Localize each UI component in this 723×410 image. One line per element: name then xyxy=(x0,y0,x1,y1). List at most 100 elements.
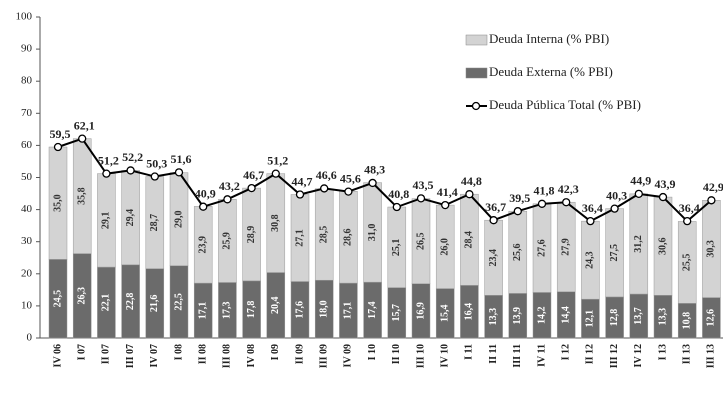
y-tick-label: 90 xyxy=(21,43,33,55)
x-tick-label: I 08 xyxy=(173,344,184,360)
x-tick-label: I 11 xyxy=(464,344,475,360)
bar-label: 22,1 xyxy=(101,294,112,312)
bar-label: 17,1 xyxy=(343,302,354,320)
x-tick-label: IV 10 xyxy=(439,344,450,367)
x-tick-label: I 12 xyxy=(560,344,571,360)
legend-swatch xyxy=(465,34,488,46)
bar-label: 31,2 xyxy=(633,235,644,253)
bar-label: 18,0 xyxy=(318,300,329,318)
bar-label: 29,4 xyxy=(125,209,136,227)
line-marker xyxy=(295,190,305,199)
bar-label: 13,9 xyxy=(512,307,523,325)
x-tick-label: III 10 xyxy=(415,344,426,368)
line-label: 52,2 xyxy=(122,150,143,164)
y-tick-label: 30 xyxy=(21,235,33,247)
line-label: 45,6 xyxy=(340,171,361,185)
bar-label: 28,9 xyxy=(246,226,257,244)
y-tick-label: 80 xyxy=(21,75,33,87)
line-label: 43,9 xyxy=(655,177,676,191)
bar-label: 12,1 xyxy=(585,310,596,328)
line-label: 46,6 xyxy=(316,168,337,182)
line-label: 40,8 xyxy=(388,187,409,201)
line-label: 44,9 xyxy=(630,174,651,188)
line-label: 36,4 xyxy=(582,201,603,215)
line-marker xyxy=(247,183,256,193)
line-marker xyxy=(271,169,280,178)
bar-label: 25,9 xyxy=(222,232,233,250)
line-marker xyxy=(416,194,426,203)
y-tick-label: 20 xyxy=(21,267,33,279)
line-marker xyxy=(174,168,184,177)
line-marker xyxy=(586,217,595,226)
x-tick-label: II 13 xyxy=(681,344,692,364)
x-tick-label: I 13 xyxy=(657,344,668,360)
x-tick-label: IV 12 xyxy=(633,344,644,367)
line-label: 41,8 xyxy=(534,184,555,198)
y-tick-label: 0 xyxy=(27,332,33,344)
bar-label: 25,1 xyxy=(391,239,402,257)
x-tick-label: II 08 xyxy=(197,344,208,364)
line-marker xyxy=(199,202,208,211)
line-marker xyxy=(150,172,159,181)
line-label: 46,7 xyxy=(243,168,264,182)
line-label: 62,1 xyxy=(74,118,95,132)
line-marker xyxy=(537,199,547,208)
line-marker xyxy=(78,134,87,143)
bar-label: 28,7 xyxy=(149,214,160,232)
line-label: 39,5 xyxy=(509,191,530,205)
line-label: 51,6 xyxy=(171,152,192,166)
legend-marker xyxy=(471,101,481,111)
x-tick-label: I 10 xyxy=(367,344,378,360)
line-label: 44,7 xyxy=(292,174,313,188)
x-tick-label: IV 06 xyxy=(52,344,63,367)
line-marker xyxy=(126,166,135,175)
bar-label: 26,5 xyxy=(415,232,426,250)
bar-label: 28,4 xyxy=(464,231,475,249)
line-label: 59,5 xyxy=(50,127,71,141)
bar-label: 26,3 xyxy=(76,287,87,305)
bar-label: 14,4 xyxy=(560,306,571,324)
bar-label: 14,2 xyxy=(536,306,547,324)
legend-label: Deuda Interna (% PBI) xyxy=(489,31,609,46)
bar-label: 26,0 xyxy=(439,238,450,256)
y-tick-label: 40 xyxy=(21,203,33,215)
line-label: 50,3 xyxy=(146,156,167,170)
bar-label: 30,6 xyxy=(657,237,668,255)
line-label: 42,9 xyxy=(703,180,723,194)
bar-label: 17,8 xyxy=(246,301,257,319)
bar-label: 25,5 xyxy=(681,254,692,272)
x-tick-label: I 07 xyxy=(76,344,87,360)
x-tick-label: IV 07 xyxy=(149,344,160,367)
y-tick-label: 10 xyxy=(21,299,33,311)
line-marker xyxy=(465,190,474,199)
line-label: 40,9 xyxy=(195,186,216,200)
bar-label: 16,9 xyxy=(415,302,426,320)
x-tick-label: IV 09 xyxy=(343,344,354,367)
line-label: 43,2 xyxy=(219,179,240,193)
x-tick-label: III 09 xyxy=(318,344,329,368)
bar-label: 28,5 xyxy=(318,226,329,244)
bar-label: 20,4 xyxy=(270,297,281,315)
line-marker xyxy=(344,187,353,196)
legend-label: Deuda Pública Total (% PBI) xyxy=(489,97,641,112)
bar-label: 30,3 xyxy=(706,240,717,257)
bar-label: 30,8 xyxy=(270,214,281,232)
line-label: 43,5 xyxy=(413,178,434,192)
bar-label: 23,4 xyxy=(488,249,499,267)
bar-label: 27,1 xyxy=(294,229,305,247)
x-tick-label: III 07 xyxy=(125,344,136,368)
bar-label: 27,5 xyxy=(609,244,620,262)
line-marker xyxy=(610,204,619,213)
line-marker xyxy=(392,202,401,212)
line xyxy=(57,137,713,223)
line-marker xyxy=(513,207,522,216)
line-label: 51,2 xyxy=(267,153,288,167)
bar-label: 13,7 xyxy=(633,307,644,325)
line-marker xyxy=(707,196,716,205)
bar-label: 17,1 xyxy=(197,302,208,320)
line-marker xyxy=(441,200,450,210)
line-marker xyxy=(658,192,668,202)
line-marker xyxy=(320,184,329,193)
line-marker xyxy=(489,216,498,225)
line-marker xyxy=(102,169,111,178)
